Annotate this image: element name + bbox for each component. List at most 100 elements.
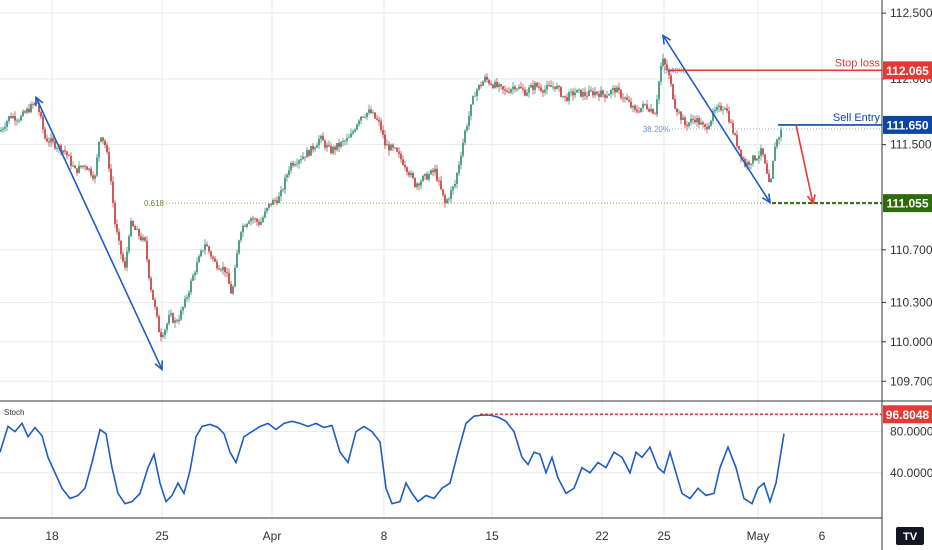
candle-body [696,118,698,123]
candle-body [204,244,206,251]
candle-body [670,75,672,85]
candle-body [608,94,610,96]
candle-body [752,155,754,164]
candle-body [234,267,236,287]
projection-arrow-head [806,194,816,205]
candle-body [88,168,90,170]
candle-body [22,111,24,116]
time-tick-label: Apr [263,529,282,543]
candle-body [126,251,128,268]
candle-body [118,231,120,241]
candle-body [174,320,176,323]
candle-body [308,150,310,156]
candle-body [56,148,58,149]
candle-body [502,86,504,90]
candle-body [500,84,502,87]
candle-body [200,250,202,257]
candle-body [550,85,552,87]
candle-body [62,150,64,153]
candle-body [364,116,366,118]
candle-body [474,95,476,97]
candle-body [52,138,54,142]
candle-body [102,137,104,141]
candle-body [574,92,576,96]
candle-body [190,280,192,293]
candle-body [766,163,768,174]
candle-body [188,292,190,298]
candle-body [632,105,634,108]
candle-body [258,221,260,225]
candle-body [68,155,70,157]
trend-arrow-shaft [662,35,771,203]
stoch-badge [883,405,932,424]
candle-body [26,108,28,113]
tradingview-logo[interactable]: TV [896,527,924,545]
price-tick-label: 110.300 [890,295,932,309]
candle-body [318,138,320,146]
candle-body [650,108,652,112]
candle-body [736,134,738,147]
candle-body [592,91,594,96]
candle-body [492,84,494,88]
candle-body [312,145,314,150]
candle-body [772,160,774,179]
candle-body [528,87,530,93]
candle-body [170,313,172,316]
price-tick-label: 110.000 [890,335,932,349]
candle-body [176,320,178,322]
candle-body [8,116,10,122]
candle-body [266,207,268,212]
candle-body [706,126,708,130]
candle-body [276,200,278,203]
candle-body [334,146,336,150]
candle-body [332,146,334,154]
candle-body [238,240,240,254]
candle-body [618,87,620,91]
candle-body [114,202,116,225]
candle-body [694,119,696,123]
candle-body [690,118,692,123]
candle-body [24,111,26,113]
price-badge-text: 111.650 [886,118,928,132]
candle-body [750,163,752,165]
stoch-badge-text: 96.8048 [886,408,930,422]
candle-body [252,218,254,220]
time-tick-label: 22 [595,529,609,543]
candle-body [116,224,118,232]
candle-body [284,177,286,190]
candle-body [146,240,148,260]
candle-body [158,316,160,333]
candle-body [358,120,360,125]
candle-body [536,82,538,87]
candle-body [248,221,250,224]
candle-body [722,109,724,111]
candle-body [664,58,666,65]
candle-body [758,155,760,159]
candle-body [272,200,274,205]
candle-body [388,144,390,151]
candle-body [734,133,736,135]
candle-body [588,90,590,97]
candle-body [154,299,156,308]
candle-body [418,183,420,186]
candle-body [532,85,534,90]
candle-body [350,133,352,138]
candle-body [274,200,276,201]
candle-body [702,122,704,125]
stoch-label: Stoch [4,408,24,417]
candle-body [328,145,330,147]
candle-body [562,95,564,97]
candle-body [396,147,398,152]
candle-body [336,143,338,150]
candle-body [770,178,772,183]
candle-body [746,161,748,167]
candle-body [6,121,8,127]
candle-body [610,90,612,95]
candle-body [464,130,466,143]
candle-body [666,64,668,71]
candle-body [556,85,558,89]
candle-body [530,85,532,88]
candle-body [214,258,216,262]
candle-body [462,142,464,156]
candle-body [42,116,44,130]
